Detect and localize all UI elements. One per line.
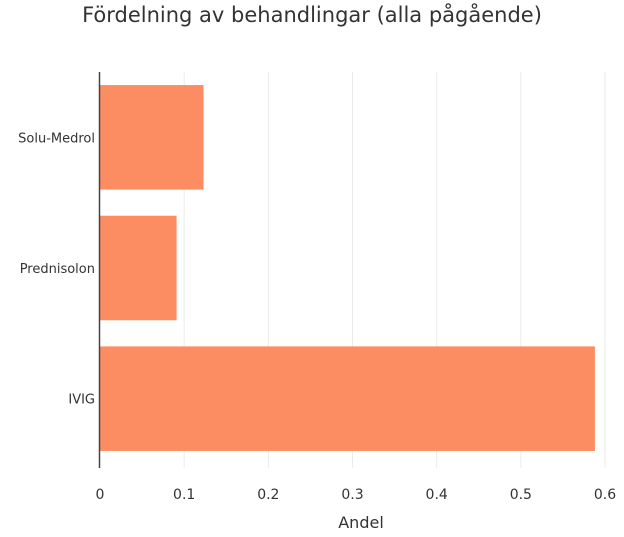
category-label: Solu-Medrol	[18, 131, 95, 146]
x-axis-title: Andel	[338, 513, 384, 532]
x-tick-label: 0.6	[594, 487, 616, 503]
bars	[100, 85, 595, 451]
x-axis-ticks: 0 0.1 0.2 0.3 0.4 0.5 0.6	[96, 487, 617, 503]
x-tick-label: 0.5	[510, 487, 532, 503]
category-label: Prednisolon	[20, 262, 95, 277]
bar-ivig	[100, 346, 595, 451]
bar-solu-medrol	[100, 85, 204, 190]
x-tick-label: 0.2	[257, 487, 279, 503]
category-label: IVIG	[68, 393, 95, 408]
y-axis-categories: IVIG Prednisolon Solu-Medrol	[18, 131, 95, 407]
x-tick-label: 0	[96, 487, 105, 503]
x-tick-label: 0.4	[426, 487, 448, 503]
bar-prednisolon	[100, 215, 177, 321]
x-tick-label: 0.3	[341, 487, 363, 503]
x-tick-label: 0.1	[173, 487, 195, 503]
chart-title: Fördelning av behandlingar (alla pågåend…	[82, 3, 542, 27]
